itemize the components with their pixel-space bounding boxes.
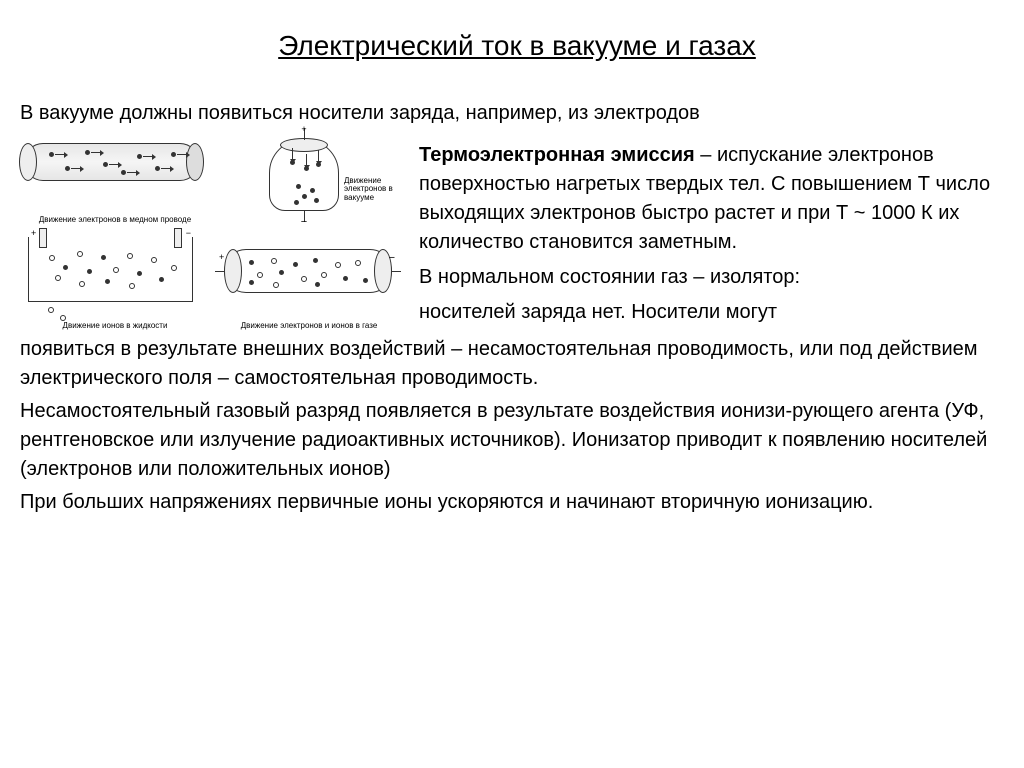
plus-sign: + — [219, 252, 224, 262]
ionization-paragraph: При больших напряжениях первичные ионы у… — [20, 488, 1014, 517]
minus-sign: − — [186, 228, 191, 238]
minus-sign: − — [389, 252, 395, 264]
diagram-panel-vacuum: + − Движение электронов в вакууме — [214, 135, 404, 225]
caption-vacuum: Движение электронов в вакууме — [344, 177, 404, 203]
continuation-block: появиться в результате внешних воздейств… — [20, 335, 1014, 517]
diagram-panel-wire: Движение электронов в медном проводе — [20, 135, 210, 225]
caption-gas: Движение электронов и ионов в газе — [214, 322, 404, 331]
right-text-column: Термоэлектронная эмиссия – испускание эл… — [419, 135, 1014, 333]
discharge-paragraph: Несамостоятельный газовый разряд появляе… — [20, 397, 1014, 484]
intro-text: В вакууме должны появиться носители заря… — [20, 102, 1014, 125]
gas-isolator-line: В нормальном состоянии газ – изолятор: — [419, 263, 1014, 292]
thermo-paragraph: Термоэлектронная эмиссия – испускание эл… — [419, 141, 1014, 257]
plus-sign: + — [301, 124, 306, 134]
minus-sign: − — [301, 216, 307, 228]
diagram-panel-liquid: + − — [20, 231, 210, 331]
page-title: Электрический ток в вакууме и газах — [20, 30, 1014, 62]
term-bold: Термоэлектронная эмиссия — [419, 144, 695, 166]
carriers-line: носителей заряда нет. Носители могут — [419, 298, 1014, 327]
diagram-figure: Движение электронов в медном проводе + − — [20, 135, 405, 331]
caption-liquid: Движение ионов в жидкости — [20, 322, 210, 331]
diagram-panel-gas: + − Движ — [214, 231, 404, 331]
plus-sign: + — [31, 228, 36, 238]
two-column-row: Движение электронов в медном проводе + − — [20, 135, 1014, 333]
conductivity-paragraph: появиться в результате внешних воздейств… — [20, 335, 1014, 393]
caption-wire: Движение электронов в медном проводе — [20, 216, 210, 225]
